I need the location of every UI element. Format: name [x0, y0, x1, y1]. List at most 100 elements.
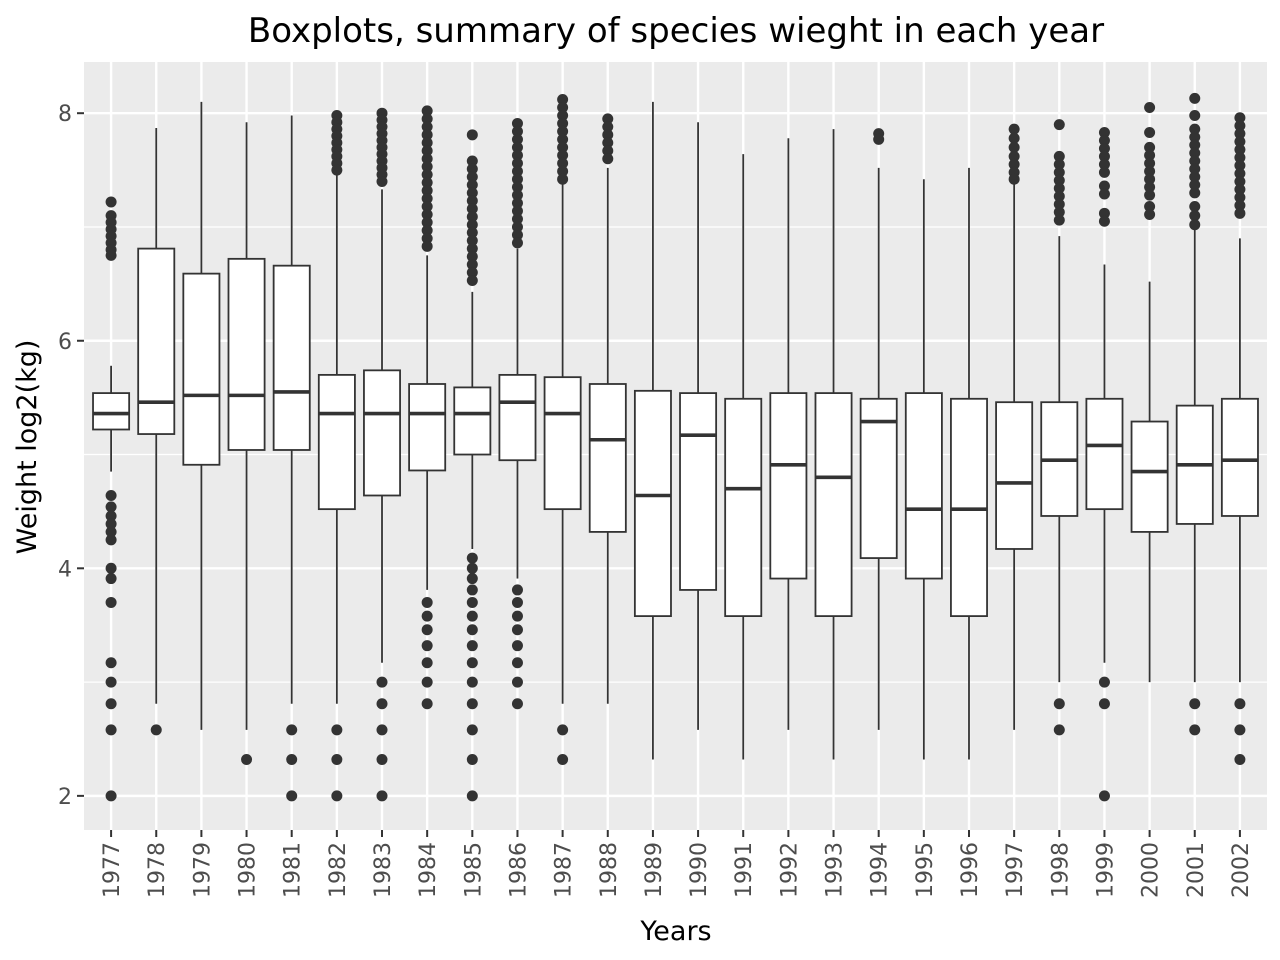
- outlier-point: [1189, 92, 1201, 104]
- outlier-point: [1234, 160, 1246, 172]
- box-1994: [859, 128, 898, 730]
- x-tick-label: 1990: [687, 842, 712, 898]
- outlier-point: [331, 753, 343, 765]
- outlier-point: [1189, 171, 1201, 183]
- outlier-point: [105, 501, 117, 513]
- x-tick-label: 2002: [1229, 842, 1254, 898]
- outlier-point: [421, 177, 433, 189]
- box-1990: [679, 122, 718, 730]
- outlier-point: [1008, 150, 1020, 162]
- outlier-point: [1144, 141, 1156, 153]
- outlier-point: [1098, 676, 1110, 688]
- outlier-point: [1144, 102, 1156, 114]
- outlier-point: [1189, 163, 1201, 175]
- x-tick-label: 1983: [371, 842, 396, 898]
- box-iqr: [859, 397, 898, 559]
- box-2002: [1220, 112, 1259, 765]
- outlier-point: [421, 676, 433, 688]
- outlier-point: [1053, 190, 1065, 202]
- outlier-point: [1008, 173, 1020, 185]
- outlier-point: [1234, 128, 1246, 140]
- outlier-point: [511, 117, 523, 129]
- box-1988: [588, 113, 627, 704]
- outlier-point: [1144, 127, 1156, 139]
- x-tick-label: 2001: [1184, 842, 1209, 898]
- box-iqr: [272, 264, 311, 451]
- outlier-point: [1053, 166, 1065, 178]
- outlier-point: [421, 121, 433, 133]
- box-1985: [453, 129, 492, 802]
- outlier-point: [421, 596, 433, 608]
- x-tick-label: 1989: [642, 842, 667, 898]
- outlier-point: [466, 179, 478, 191]
- x-tick-label: 1991: [732, 842, 757, 898]
- box-1991: [724, 154, 763, 760]
- outlier-point: [1189, 200, 1201, 212]
- x-tick-label: 1992: [777, 842, 802, 898]
- box-1993: [814, 129, 853, 760]
- outlier-point: [1053, 214, 1065, 226]
- outlier-point: [286, 753, 298, 765]
- box-iqr: [724, 397, 763, 617]
- outlier-point: [466, 657, 478, 669]
- outlier-point: [1144, 157, 1156, 169]
- outlier-point: [466, 596, 478, 608]
- outlier-point: [466, 211, 478, 223]
- outlier-point: [105, 510, 117, 522]
- outlier-point: [105, 249, 117, 261]
- box-1987: [543, 94, 582, 765]
- outlier-point: [421, 113, 433, 125]
- outlier-point: [511, 676, 523, 688]
- outlier-point: [466, 171, 478, 183]
- outlier-point: [105, 573, 117, 585]
- outlier-point: [557, 117, 569, 129]
- outlier-point: [1098, 207, 1110, 219]
- outlier-point: [376, 698, 388, 710]
- box-1984: [408, 105, 447, 710]
- box-iqr: [904, 392, 943, 580]
- outlier-point: [557, 149, 569, 161]
- outlier-point: [421, 624, 433, 636]
- box-1998: [1040, 119, 1079, 736]
- outlier-point: [421, 610, 433, 622]
- x-tick-label: 1977: [100, 842, 125, 898]
- x-tick-label: 1979: [190, 842, 215, 898]
- outlier-point: [1098, 150, 1110, 162]
- outlier-point: [376, 175, 388, 187]
- box-iqr: [453, 386, 492, 456]
- outlier-point: [466, 790, 478, 802]
- x-tick-label: 1988: [597, 842, 622, 898]
- box-1980: [227, 122, 266, 765]
- box-2001: [1175, 92, 1214, 736]
- outlier-point: [1189, 147, 1201, 159]
- outlier-point: [1234, 207, 1246, 219]
- outlier-point: [1053, 206, 1065, 218]
- outlier-point: [1144, 149, 1156, 161]
- box-1996: [950, 167, 988, 760]
- outlier-point: [421, 169, 433, 181]
- outlier-point: [1098, 698, 1110, 710]
- x-tick-label: 1995: [913, 842, 938, 898]
- x-tick-label: 2000: [1139, 842, 1164, 898]
- x-tick-label: 1994: [868, 842, 893, 898]
- x-tick-label: 1996: [958, 842, 983, 898]
- outlier-point: [1053, 724, 1065, 736]
- outlier-point: [557, 102, 569, 114]
- box-iqr: [408, 383, 447, 472]
- outlier-point: [1144, 181, 1156, 193]
- outlier-point: [511, 584, 523, 596]
- x-axis-title: Years: [639, 916, 711, 947]
- outlier-point: [1189, 187, 1201, 199]
- outlier-point: [421, 137, 433, 149]
- outlier-point: [466, 235, 478, 247]
- outlier-point: [1234, 175, 1246, 187]
- outlier-point: [1189, 698, 1201, 710]
- outlier-point: [421, 105, 433, 117]
- outlier-point: [602, 153, 614, 165]
- outlier-point: [105, 676, 117, 688]
- outlier-point: [557, 141, 569, 153]
- outlier-point: [421, 200, 433, 212]
- outlier-point: [602, 129, 614, 141]
- outlier-point: [105, 526, 117, 538]
